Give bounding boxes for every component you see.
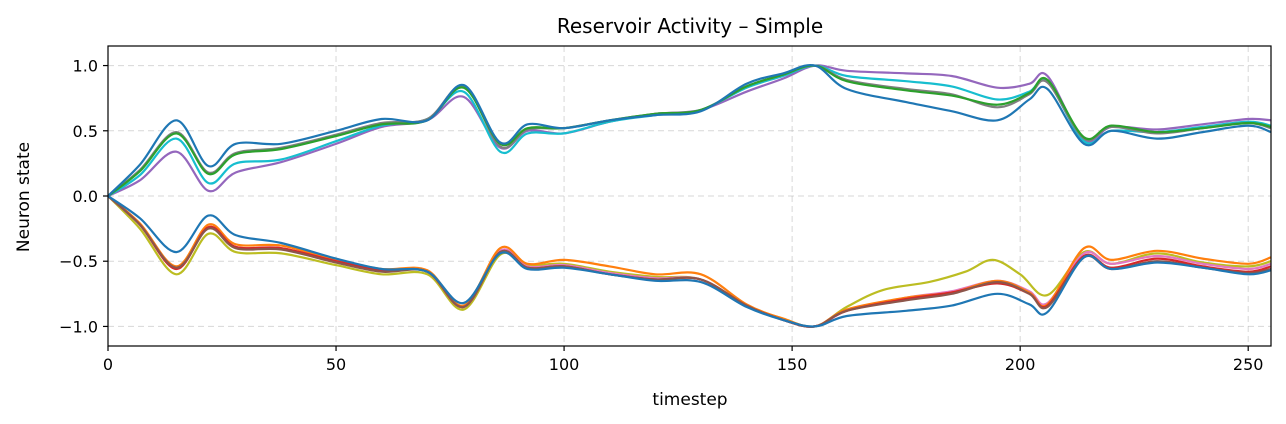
series-line-11 <box>108 194 1271 328</box>
x-tick-label: 50 <box>326 355 346 374</box>
y-tick-label: 0.0 <box>73 187 98 206</box>
x-tick-label: 100 <box>549 355 580 374</box>
x-axis-label: timestep <box>652 390 727 410</box>
y-tick-label: −1.0 <box>59 317 98 336</box>
x-tick-label: 250 <box>1233 355 1264 374</box>
y-tick-label: −0.5 <box>59 252 98 271</box>
y-tick-label: 1.0 <box>73 57 98 76</box>
x-tick-label: 150 <box>777 355 808 374</box>
y-axis-label: Neuron state <box>14 142 34 252</box>
y-tick-label: 0.5 <box>73 122 98 141</box>
x-tick-label: 0 <box>103 355 113 374</box>
series-line-8 <box>108 194 1271 328</box>
series-line-5 <box>108 63 1271 198</box>
series-line-4 <box>108 64 1271 198</box>
chart-title: Reservoir Activity – Simple <box>557 14 823 38</box>
x-tick-label: 200 <box>1005 355 1036 374</box>
